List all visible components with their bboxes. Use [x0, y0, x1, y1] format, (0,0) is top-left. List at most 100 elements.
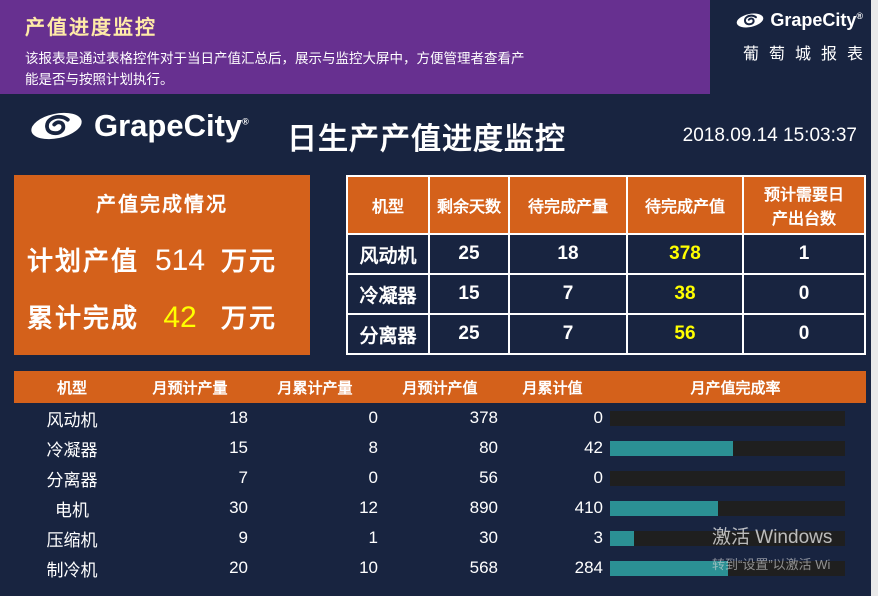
done-value-unit: 万元: [221, 303, 278, 333]
value-cell: 7: [238, 468, 248, 487]
done-value-number: 42: [163, 301, 197, 334]
value-cell: 30: [229, 498, 248, 517]
value-cell: 25: [428, 233, 510, 275]
progress-bar-track: [610, 440, 845, 456]
watermark-line1: 激活 Windows: [712, 527, 833, 548]
value-cell: 0: [593, 468, 603, 487]
model-name-cell: 电机: [55, 500, 89, 520]
page-title: 日生产产值进度监控: [287, 123, 566, 156]
model-name-cell: 冷凝器: [46, 440, 98, 460]
column-header: 待完成产值: [626, 175, 744, 235]
column-header: 月累计产量: [277, 379, 353, 397]
column-header: 月预计产值: [402, 379, 478, 397]
datetime-display: 2018.09.14 15:03:37: [682, 125, 857, 146]
value-cell: 7: [508, 313, 628, 355]
summary-panel-title: 产值完成情况: [96, 194, 228, 216]
column-header: 剩余天数: [428, 175, 510, 235]
pending-table: 机型 剩余天数 待完成产量 待完成产值 预计需要日产出台数 风动机 25 18 …: [346, 175, 866, 355]
value-cell: 80: [479, 438, 498, 457]
value-cell: 7: [508, 273, 628, 315]
value-cell: 1: [742, 233, 866, 275]
value-cell: 0: [593, 408, 603, 427]
grapecity-logo-small: GrapeCity®: [735, 10, 863, 31]
progress-bar-fill: [610, 440, 734, 456]
column-header: 月产值完成率: [690, 379, 781, 397]
value-cell: 284: [574, 558, 603, 577]
model-name-cell: 压缩机: [46, 530, 98, 550]
value-cell: 0: [742, 273, 866, 315]
value-cell: 9: [238, 528, 248, 547]
column-header: 月累计值: [522, 379, 583, 397]
value-cell: 568: [469, 558, 498, 577]
value-cell: 0: [368, 408, 378, 427]
value-cell: 15: [428, 273, 510, 315]
pending-table-header-row: 机型 剩余天数 待完成产量 待完成产值 预计需要日产出台数: [346, 175, 866, 235]
grapecity-logo-large: GrapeCity®: [28, 108, 249, 144]
value-cell: 42: [584, 438, 603, 457]
table-row: 冷凝器 15 8 80 42: [14, 433, 866, 463]
registered-mark: ®: [242, 116, 249, 127]
value-cell: 8: [368, 438, 378, 457]
value-cell-highlight: 56: [626, 313, 744, 355]
value-cell: 10: [359, 558, 378, 577]
grapecity-logo-icon: [737, 13, 764, 28]
plan-value-number: 514: [154, 244, 206, 277]
model-name-cell: 制冷机: [46, 560, 98, 580]
table-row: 压缩机 9 1 30 3: [14, 523, 866, 553]
progress-bar-fill: [610, 500, 719, 516]
dashboard-main: GrapeCity® 日生产产值进度监控 2018.09.14 15:03:37…: [0, 94, 871, 596]
value-cell: 20: [229, 558, 248, 577]
grapecity-chinese-name: 葡萄城报表: [742, 46, 873, 63]
monthly-table-header-row: 机型 月预计产量 月累计产量 月预计产值 月累计值 月产值完成率: [14, 371, 866, 403]
progress-bar-track: [610, 410, 845, 426]
value-cell: 18: [508, 233, 628, 275]
value-cell: 25: [428, 313, 510, 355]
value-cell: 0: [368, 468, 378, 487]
column-header: 机型: [346, 175, 430, 235]
plan-value-unit: 万元: [221, 246, 278, 276]
plan-value-row: 计划产值 514 万元: [14, 241, 310, 278]
report-description: 该报表是通过表格控件对于当日产值汇总后，展示与监控大屏中，方便管理者查看产能是否…: [25, 51, 525, 87]
model-name-cell: 分离器: [46, 470, 98, 490]
value-cell: 0: [742, 313, 866, 355]
value-cell-highlight: 38: [626, 273, 744, 315]
table-row: 制冷机 20 10 568 284: [14, 553, 866, 583]
progress-bar-fill: [610, 530, 634, 546]
value-cell-highlight: 378: [626, 233, 744, 275]
progress-bar-track: [610, 560, 845, 576]
value-cell: 3: [593, 528, 603, 547]
windows-activation-watermark: 激活 Windows 转到“设置”以激活 Wi: [712, 522, 871, 573]
scrollbar[interactable]: [871, 0, 878, 596]
grapecity-wordmark: GrapeCity®: [770, 10, 863, 30]
progress-bar-fill: [610, 560, 728, 576]
done-value-label: 累计完成: [27, 303, 140, 333]
progress-bar-track: [610, 470, 845, 486]
progress-bar-track: [610, 530, 845, 546]
monthly-table: 机型 月预计产量 月累计产量 月预计产值 月累计值 月产值完成率 风动机 18 …: [14, 371, 866, 583]
model-name-cell: 分离器: [346, 313, 430, 355]
column-header: 待完成产量: [508, 175, 628, 235]
value-cell: 378: [469, 408, 498, 427]
banner-right: GrapeCity® 葡萄城报表: [710, 0, 871, 94]
value-cell: 56: [479, 468, 498, 487]
top-banner: 产值进度监控 该报表是通过表格控件对于当日产值汇总后，展示与监控大屏中，方便管理…: [0, 0, 871, 94]
table-row: 冷凝器 15 7 38 0: [346, 273, 866, 315]
content-top: 产值完成情况 计划产值 514 万元 累计完成 42 万元: [14, 175, 866, 355]
grapecity-logo-icon: [31, 112, 82, 140]
summary-panel: 产值完成情况 计划产值 514 万元 累计完成 42 万元: [14, 175, 310, 355]
value-cell: 30: [479, 528, 498, 547]
value-cell: 1: [368, 528, 378, 547]
registered-mark: ®: [856, 11, 863, 21]
model-name-cell: 风动机: [46, 410, 98, 430]
done-value-row: 累计完成 42 万元: [14, 298, 310, 335]
value-cell: 15: [229, 438, 248, 457]
value-cell: 12: [359, 498, 378, 517]
model-name-cell: 冷凝器: [346, 273, 430, 315]
model-name-cell: 风动机: [346, 233, 430, 275]
plan-value-label: 计划产值: [27, 246, 140, 276]
value-cell: 18: [229, 408, 248, 427]
grapecity-wordmark: GrapeCity®: [94, 108, 249, 143]
table-row: 电机 30 12 890 410: [14, 493, 866, 523]
table-row: 风动机 25 18 378 1: [346, 233, 866, 275]
